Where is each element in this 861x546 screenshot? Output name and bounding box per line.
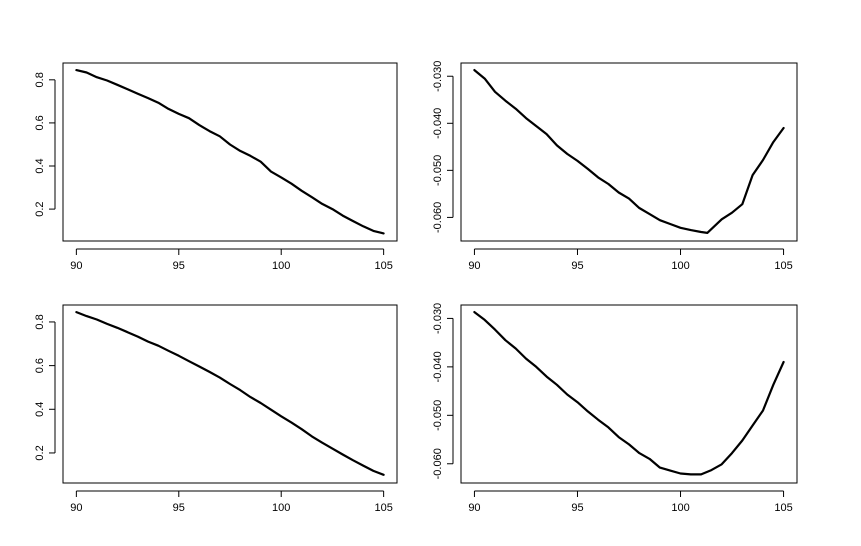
y-tick-label: -0.040 (432, 108, 444, 139)
y-tick-label: -0.060 (432, 448, 444, 479)
x-tick-label: 105 (374, 502, 392, 514)
y-tick-label: 0.6 (34, 358, 46, 373)
y-tick-label: -0.050 (432, 155, 444, 186)
x-tick-label: 95 (571, 260, 583, 272)
x-tick-label: 90 (468, 260, 480, 272)
x-tick-label: 105 (774, 260, 792, 272)
x-tick-label: 90 (70, 260, 82, 272)
y-tick-label: -0.050 (432, 400, 444, 431)
y-tick-label: 0.4 (34, 158, 46, 173)
panel-3: 90 95 100 105 0.2 0.4 0.6 0.8 (34, 304, 398, 514)
y-tick-label: -0.040 (432, 351, 444, 382)
x-tick-label: 105 (374, 260, 392, 272)
plot-frame (62, 62, 398, 242)
panel-4: 90 95 100 105 -0.030 -0.040 -0.050 -0.060 (432, 303, 798, 514)
x-tick-label: 100 (671, 260, 689, 272)
y-tick-label: 0.2 (34, 445, 46, 460)
y-tick-label: -0.030 (432, 303, 444, 334)
series-line (473, 68, 785, 234)
x-tick-label: 100 (671, 502, 689, 514)
y-tick-label: -0.030 (432, 61, 444, 92)
x-tick-label: 95 (173, 260, 185, 272)
plot-frame (62, 304, 398, 484)
panel-2: 90 95 100 105 -0.030 -0.040 -0.050 -0.060 (432, 61, 798, 272)
y-tick-label: 0.4 (34, 402, 46, 417)
x-tick-label: 95 (571, 502, 583, 514)
x-tick-label: 105 (774, 502, 792, 514)
x-tick-label: 100 (272, 502, 290, 514)
y-tick-label: 0.6 (34, 115, 46, 130)
panel-1: 90 95 100 105 0.2 0.4 0.6 0.8 (34, 62, 398, 272)
x-tick-label: 95 (173, 502, 185, 514)
y-tick-label: 0.8 (34, 72, 46, 87)
series-line (75, 68, 385, 235)
series-line (473, 311, 785, 476)
series-line (75, 311, 385, 476)
y-tick-label: 0.2 (34, 201, 46, 216)
x-tick-label: 100 (272, 260, 290, 272)
plot-frame (460, 304, 798, 484)
x-tick-label: 90 (468, 502, 480, 514)
plot-frame (460, 62, 798, 242)
x-tick-label: 90 (70, 502, 82, 514)
y-tick-label: -0.060 (432, 202, 444, 233)
y-tick-label: 0.8 (34, 314, 46, 329)
